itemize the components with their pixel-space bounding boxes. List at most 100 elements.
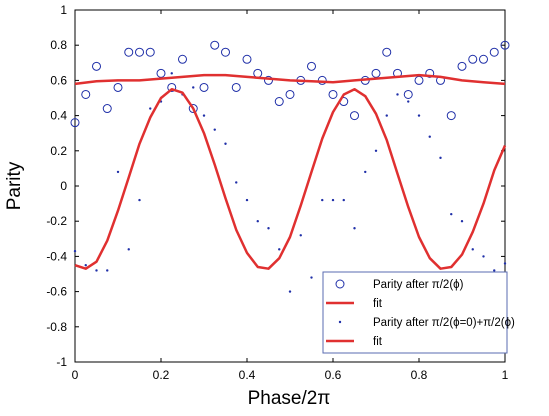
- data-point-dot: [385, 114, 388, 117]
- data-point-circle: [446, 111, 456, 121]
- data-point-circle: [403, 89, 413, 99]
- fit-line-1: [74, 73, 506, 86]
- data-point-dot: [95, 269, 98, 272]
- data-point-dot: [493, 269, 496, 272]
- data-point-circle: [307, 61, 316, 71]
- x-tick-label: 0.2: [153, 368, 170, 382]
- data-point-dot: [278, 248, 281, 251]
- data-point-dot: [331, 198, 335, 202]
- data-point-circle: [489, 47, 499, 57]
- data-point-dot: [353, 227, 356, 230]
- data-point-circle: [468, 54, 478, 64]
- data-point-dot: [450, 212, 453, 216]
- data-point-circle: [479, 54, 488, 64]
- data-point-dot: [503, 262, 507, 265]
- data-point-circle: [457, 61, 467, 71]
- data-point-dot: [342, 198, 345, 202]
- data-point-dot: [428, 135, 431, 138]
- data-point-dot: [224, 142, 227, 145]
- data-point-circle: [145, 47, 155, 57]
- y-axis-title: Parity: [4, 161, 25, 210]
- data-point-dot: [84, 264, 87, 267]
- data-point-dot: [460, 220, 464, 223]
- data-point-circle: [135, 47, 144, 57]
- data-point-circle: [188, 104, 198, 114]
- data-point-dot: [299, 234, 302, 237]
- data-point-dot: [106, 269, 109, 272]
- data-point-circle: [231, 82, 241, 92]
- data-point-circle: [221, 47, 230, 57]
- data-point-dot: [321, 198, 324, 202]
- legend-label: Parity after π/2(ϕ): [373, 279, 464, 291]
- data-point-circle: [328, 89, 338, 99]
- legend-label: Parity after π/2(ϕ=0)+π/2(ϕ): [373, 317, 515, 329]
- x-tick-label: 0.8: [411, 368, 428, 382]
- y-tick-label: 1: [60, 3, 67, 17]
- data-point-dot: [482, 255, 485, 258]
- data-point-dot: [288, 290, 292, 293]
- data-point-circle: [113, 82, 123, 92]
- y-tick-label: -0.4: [46, 249, 67, 263]
- data-point-dot: [417, 114, 421, 117]
- data-point-dot: [73, 249, 77, 253]
- data-point-circle: [242, 54, 252, 64]
- data-point-dot: [127, 248, 130, 251]
- legend-box: [322, 271, 508, 354]
- legend-label: fit: [373, 298, 383, 310]
- data-point-dot: [374, 149, 378, 152]
- data-point-circle: [81, 89, 91, 99]
- data-point-dot: [138, 198, 141, 202]
- data-point-dot: [170, 72, 173, 75]
- data-point-circle: [382, 47, 392, 57]
- data-point-dot: [192, 86, 195, 89]
- x-tick-label: 0.6: [325, 368, 342, 382]
- y-tick-label: -0.8: [46, 320, 67, 334]
- y-tick-label: 0: [60, 179, 67, 193]
- data-point-dot: [202, 114, 206, 117]
- data-point-circle: [264, 75, 273, 85]
- data-point-dot: [407, 100, 410, 103]
- y-tick-label: 0.8: [50, 38, 67, 52]
- data-point-dot: [471, 248, 474, 251]
- data-point-circle: [500, 40, 510, 50]
- data-point-dot: [364, 170, 367, 174]
- data-point-circle: [199, 82, 209, 92]
- data-point-circle: [70, 118, 80, 128]
- data-point-circle: [92, 61, 101, 71]
- data-point-dot: [149, 107, 152, 110]
- legend-label: fit: [373, 336, 383, 348]
- data-point-circle: [425, 68, 435, 78]
- data-point-circle: [285, 89, 295, 99]
- data-point-circle: [167, 82, 177, 92]
- data-point-dot: [396, 93, 399, 96]
- x-axis-title: Phase/2π: [248, 388, 331, 409]
- data-point-dot: [245, 198, 249, 202]
- data-point-circle: [210, 40, 220, 50]
- legend-dot-swatch: [338, 320, 342, 324]
- y-tick-label: 0.4: [50, 109, 67, 123]
- data-point-circle: [102, 104, 112, 114]
- data-point-dot: [256, 220, 259, 223]
- y-tick-label: -0.2: [46, 214, 67, 228]
- y-tick-label: -0.6: [46, 285, 67, 299]
- legend: Parity after π/2(ϕ) fit Parity after π/2(ϕ…: [322, 271, 515, 354]
- legend-circle-swatch: [335, 279, 345, 289]
- data-point-circle: [414, 75, 424, 85]
- data-point-dot: [439, 156, 442, 160]
- data-point-circle: [124, 47, 134, 57]
- fit-line-3: [74, 87, 507, 270]
- data-point-dot: [267, 227, 270, 230]
- y-tick-label: -1: [56, 355, 67, 369]
- data-point-dot: [235, 181, 238, 184]
- data-point-circle: [178, 54, 187, 64]
- data-point-circle: [274, 97, 284, 107]
- x-tick-label: 0: [72, 368, 79, 382]
- x-tick-label: 1: [502, 368, 509, 382]
- data-point-circle: [350, 111, 359, 121]
- y-tick-label: 0.2: [50, 144, 67, 158]
- data-point-dot: [310, 276, 313, 279]
- data-point-dot: [213, 128, 216, 131]
- x-tick-label: 0.4: [239, 368, 256, 382]
- y-tick-label: 0.6: [50, 73, 67, 87]
